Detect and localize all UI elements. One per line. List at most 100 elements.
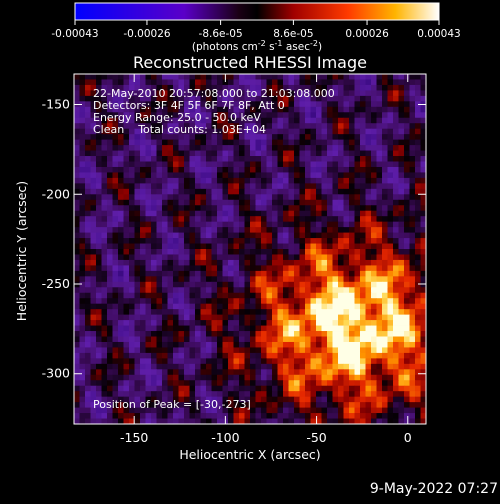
heatmap-cell xyxy=(277,123,284,130)
heatmap-cell xyxy=(393,320,399,326)
heatmap-cell xyxy=(118,413,124,419)
heatmap-cell xyxy=(316,188,322,195)
heatmap-cell xyxy=(294,292,300,299)
heatmap-cell xyxy=(90,396,97,403)
heatmap-cell xyxy=(140,166,146,173)
heatmap-cell xyxy=(228,227,234,233)
heatmap-cell xyxy=(360,347,366,354)
heatmap-cell xyxy=(101,139,108,146)
heatmap-cell xyxy=(184,161,190,168)
heatmap-cell xyxy=(222,391,229,398)
heatmap-cell xyxy=(420,259,426,266)
heatmap-cell xyxy=(129,221,135,228)
heatmap-cell xyxy=(96,369,102,376)
heatmap-cell xyxy=(195,352,201,359)
heatmap-cell xyxy=(123,145,130,151)
heatmap-cell xyxy=(74,205,80,212)
heatmap-cell xyxy=(420,238,426,244)
heatmap-cell xyxy=(151,183,157,190)
heatmap-cell xyxy=(360,101,366,108)
heatmap-cell xyxy=(404,391,410,398)
heatmap-cell xyxy=(85,292,91,299)
heatmap-cell xyxy=(140,238,146,244)
heatmap-cell xyxy=(96,74,102,80)
heatmap-cell xyxy=(112,139,119,146)
heatmap-cell xyxy=(354,259,361,266)
heatmap-cell xyxy=(217,341,223,348)
heatmap-cell xyxy=(118,238,124,244)
heatmap-cell xyxy=(360,117,366,124)
heatmap-cell xyxy=(129,101,135,108)
heatmap-cell xyxy=(415,276,421,283)
heatmap-cell xyxy=(244,363,251,370)
heatmap-cell xyxy=(189,363,196,370)
heatmap-cell xyxy=(393,418,399,424)
heatmap-cell xyxy=(96,156,102,162)
heatmap-cell xyxy=(354,402,361,408)
heatmap-cell xyxy=(387,396,394,403)
heatmap-cell xyxy=(250,205,256,212)
heatmap-cell xyxy=(310,145,317,151)
heatmap-cell xyxy=(96,259,102,266)
heatmap-cell xyxy=(255,145,262,151)
heatmap-cell xyxy=(90,331,97,337)
heatmap-cell xyxy=(321,238,328,244)
heatmap-cell xyxy=(156,128,163,135)
heatmap-cell xyxy=(349,374,355,381)
heatmap-cell xyxy=(376,413,383,419)
heatmap-cell xyxy=(79,347,86,354)
heatmap-cell xyxy=(178,347,185,354)
heatmap-cell xyxy=(112,194,119,201)
heatmap-cell xyxy=(74,188,80,195)
heatmap-cell xyxy=(107,369,113,376)
heatmap-cell xyxy=(415,210,421,217)
heatmap-cell xyxy=(79,101,86,108)
heatmap-cell xyxy=(404,172,410,179)
heatmap-cell xyxy=(404,374,410,381)
heatmap-cell xyxy=(173,363,179,370)
heatmap-cell xyxy=(156,232,163,239)
heatmap-cell xyxy=(239,166,245,173)
heatmap-cell xyxy=(206,145,212,151)
heatmap-cell xyxy=(90,281,97,288)
heatmap-cell xyxy=(140,374,146,381)
heatmap-cell xyxy=(228,270,234,277)
footer-timestamp: 9-May-2022 07:27 xyxy=(369,481,498,497)
heatmap-cell xyxy=(371,402,377,408)
heatmap-cell xyxy=(376,95,383,102)
heatmap-cell xyxy=(343,270,350,277)
heatmap-cell xyxy=(140,309,146,316)
heatmap-cell xyxy=(96,413,102,419)
heatmap-cell xyxy=(184,221,190,228)
heatmap-cell xyxy=(129,325,135,332)
heatmap-cell xyxy=(90,188,97,195)
heatmap-cell xyxy=(162,232,168,239)
heatmap-cell xyxy=(151,123,157,130)
heatmap-cell xyxy=(288,358,295,365)
heatmap-cell xyxy=(360,292,366,299)
heatmap-cell xyxy=(404,156,410,162)
heatmap-cell xyxy=(244,391,251,398)
heatmap-cell xyxy=(189,112,196,119)
heatmap-cell xyxy=(354,145,361,151)
heatmap-cell xyxy=(288,363,295,370)
heatmap-cell xyxy=(222,249,229,255)
heatmap-cell xyxy=(261,166,267,173)
heatmap-cell xyxy=(310,396,317,403)
heatmap-cell xyxy=(206,117,212,124)
heatmap-cell xyxy=(415,243,421,250)
heatmap-cell xyxy=(393,265,399,272)
heatmap-cell xyxy=(90,303,97,310)
heatmap-cell xyxy=(387,128,394,135)
heatmap-cell xyxy=(173,74,179,80)
heatmap-cell xyxy=(393,309,399,316)
heatmap-cell xyxy=(360,254,366,261)
heatmap-cell xyxy=(360,74,366,80)
heatmap-cell xyxy=(233,238,240,244)
heatmap-cell xyxy=(332,254,339,261)
heatmap-cell xyxy=(189,281,196,288)
heatmap-cell xyxy=(360,341,366,348)
heatmap-cell xyxy=(294,112,300,119)
heatmap-cell xyxy=(211,232,218,239)
heatmap-cell xyxy=(305,74,311,80)
